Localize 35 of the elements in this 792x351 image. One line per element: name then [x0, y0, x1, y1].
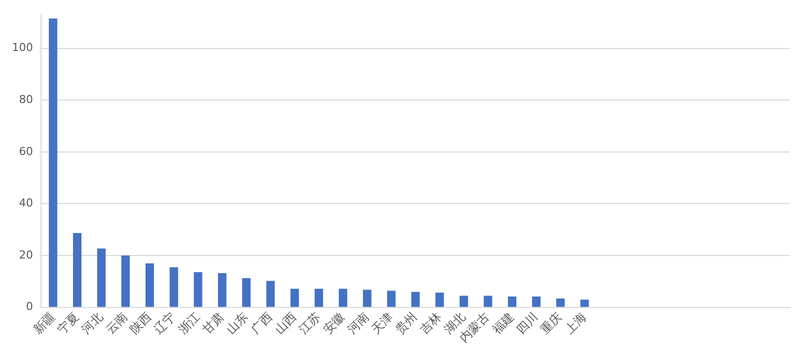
bar [170, 267, 178, 307]
x-tick-label: 吉林 [417, 310, 444, 337]
bar [73, 233, 82, 307]
bar [266, 280, 275, 307]
bar [48, 18, 58, 307]
x-tick-label: 新疆 [30, 310, 58, 337]
bar [460, 296, 468, 307]
y-tick-label: 80 [18, 92, 33, 106]
bar [484, 296, 492, 307]
bar [242, 278, 251, 307]
bar [411, 292, 420, 307]
bar [194, 272, 202, 307]
bar [97, 248, 106, 307]
x-tick-label: 浙江 [176, 310, 202, 337]
y-tick-label: 40 [18, 196, 33, 210]
x-tick-label: 上海 [562, 310, 589, 337]
bar [387, 290, 396, 307]
y-tick-label: 100 [12, 41, 33, 54]
bar [121, 256, 130, 307]
bar [362, 290, 372, 307]
bar [556, 298, 565, 307]
bar [218, 273, 226, 307]
bar [532, 296, 541, 307]
y-tick-label: 0 [26, 300, 33, 314]
x-tick-label: 福建 [490, 310, 516, 337]
bar [290, 288, 299, 307]
bar [145, 263, 154, 307]
bar [435, 292, 444, 307]
x-tick-label: 云南 [103, 310, 130, 337]
bar [508, 296, 516, 307]
y-tick-label: 20 [18, 248, 33, 262]
bar [338, 288, 348, 307]
y-tick-label: 60 [18, 144, 33, 158]
bar [580, 300, 589, 307]
bar [314, 288, 324, 307]
